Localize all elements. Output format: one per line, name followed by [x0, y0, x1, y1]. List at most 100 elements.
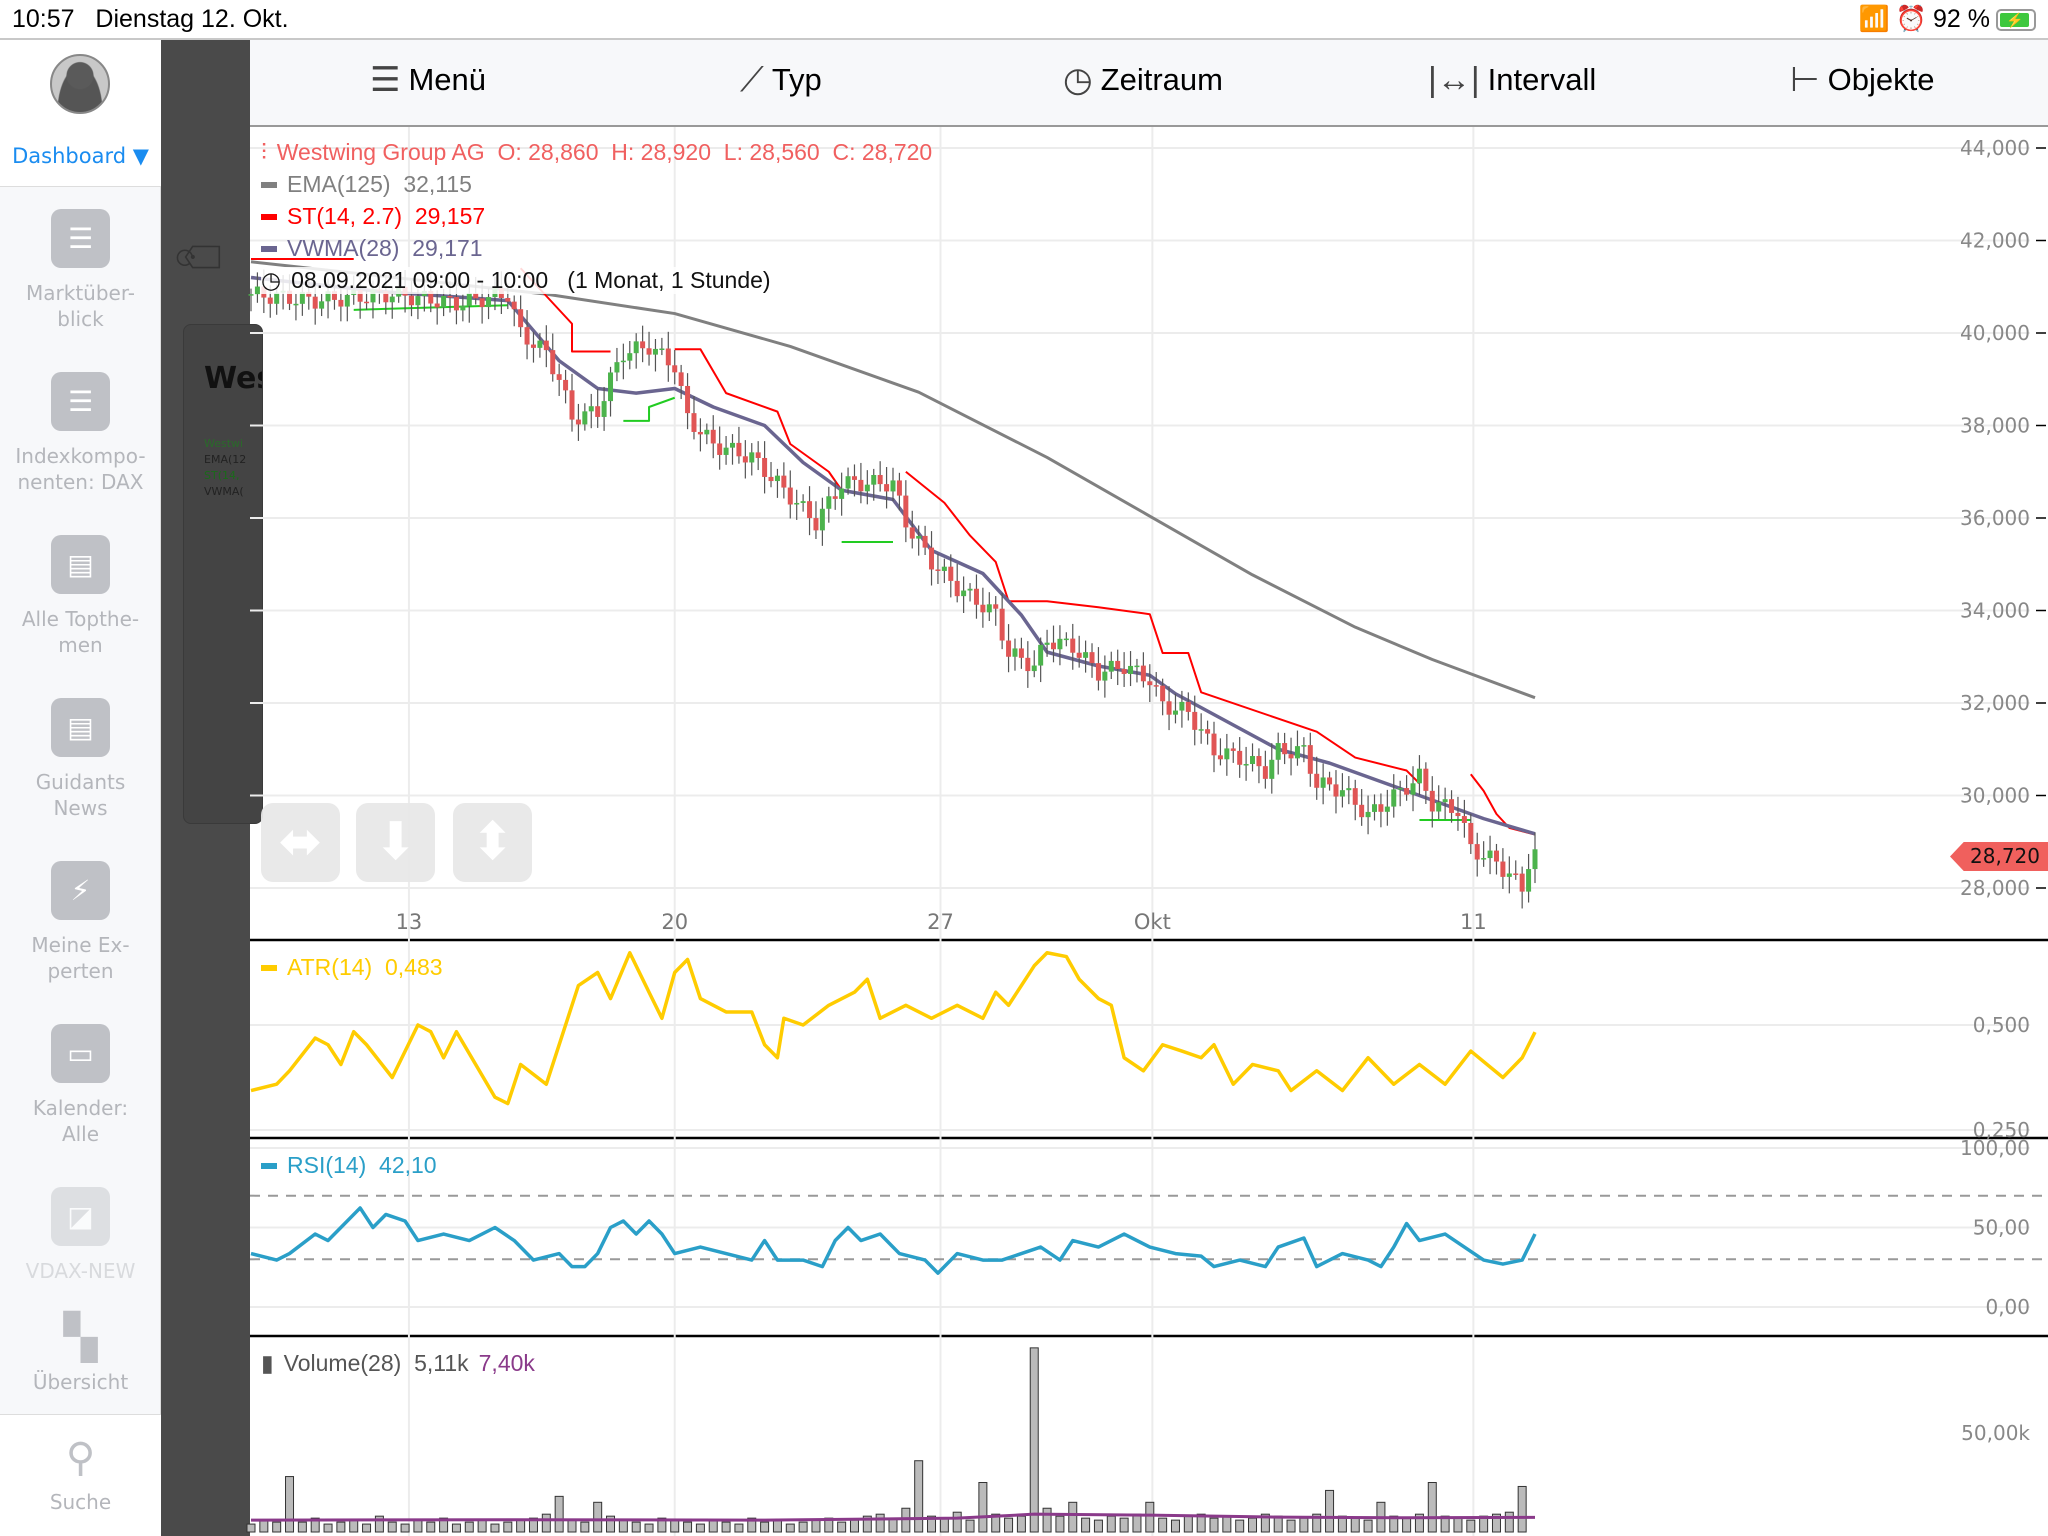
sidebar-item-topthemen[interactable]: ▤ Alle Topthe-men [0, 535, 161, 658]
candle [864, 484, 870, 492]
sidebar-item-vdax[interactable]: ◪ VDAX-NEW [0, 1187, 161, 1284]
battery-icon: ⚡ [1996, 8, 2036, 31]
candle [884, 484, 890, 492]
candle [697, 431, 703, 435]
search-icon: ⚲ [65, 1435, 96, 1481]
candle [1449, 799, 1455, 813]
interval-button[interactable]: |↔| Intervall [1428, 61, 1597, 99]
candle [409, 295, 414, 306]
candle [1506, 873, 1512, 877]
volume-bar [952, 1511, 962, 1533]
volume-bar [914, 1460, 924, 1533]
scale-vertical-button[interactable]: ⬍ [453, 803, 532, 882]
candle [1397, 788, 1403, 790]
candle [1025, 657, 1031, 672]
volume-bar [978, 1482, 988, 1533]
candle [1442, 799, 1448, 803]
volume-bar [721, 1521, 731, 1533]
objects-button[interactable]: ⊢ Objekte [1790, 61, 1935, 99]
candle [1134, 665, 1140, 668]
candle [1269, 759, 1275, 779]
sidebar-item-indexkomponenten[interactable]: ☰ Indexkompo-nenten: DAX [0, 372, 161, 495]
candle [800, 501, 806, 503]
candle [1327, 777, 1333, 785]
candle [1359, 804, 1365, 818]
sidebar-item-experten[interactable]: ⚡ Meine Ex-perten [0, 861, 161, 984]
period-button[interactable]: ◷ Zeitraum [1063, 61, 1223, 99]
price-tick-label: 38,000 [1960, 414, 2030, 438]
menu-button[interactable]: ☰ Menü [370, 61, 487, 99]
candle [588, 406, 594, 412]
dashboard-dropdown[interactable]: Dashboard ▼ [12, 144, 149, 168]
volume-bar [1132, 1513, 1142, 1533]
candle [274, 292, 280, 304]
sidebar-item-marktueberblick[interactable]: ☰ Marktüber-blick [0, 209, 161, 332]
volume-bar [657, 1517, 667, 1533]
status-bar: 10:57 Dienstag 12. Okt. 📶 ⏰ 92 % ⚡ [0, 0, 2048, 40]
candle [935, 569, 941, 571]
last-price-tag: 28,720 [1950, 842, 2048, 871]
candle [518, 309, 524, 328]
volume-bar [670, 1519, 680, 1533]
candle [614, 362, 620, 373]
sidebar-overview[interactable]: ▚ Übersicht [0, 1313, 161, 1395]
candle [909, 527, 915, 539]
candle [858, 479, 864, 492]
candle [383, 290, 389, 303]
volume-bar [927, 1515, 937, 1533]
candle [1294, 746, 1300, 759]
candle [511, 301, 517, 310]
volume-bar [875, 1513, 885, 1533]
volume-bar [1402, 1517, 1412, 1533]
sidebar-item-kalender[interactable]: ▭ Kalender: Alle [0, 1024, 161, 1147]
candle [819, 508, 825, 531]
candle [1282, 743, 1288, 755]
volume-bar [516, 1519, 526, 1533]
sidebar-item-guidants-news[interactable]: ▤ Guidants News [0, 698, 161, 821]
index-list-icon: ☰ [51, 372, 110, 431]
volume-bar [1299, 1517, 1309, 1533]
date-tick-label: 13 [396, 910, 423, 934]
pan-horizontal-button[interactable]: ⬌ [261, 803, 340, 882]
candle [1346, 788, 1352, 791]
volume-bar [849, 1519, 859, 1533]
volume-bar [618, 1519, 628, 1533]
candle [1160, 685, 1166, 702]
candle [1526, 869, 1532, 892]
volume-bar [760, 1521, 770, 1533]
candle [659, 348, 665, 351]
news-icon: ▤ [51, 698, 110, 757]
scroll-down-button[interactable]: ⬇ [356, 803, 435, 882]
volume-bar [1427, 1482, 1437, 1533]
candle [1006, 640, 1012, 657]
candle [1474, 844, 1480, 860]
supertrend-down-line [674, 348, 843, 491]
lightning-icon: ⚡ [51, 861, 110, 920]
type-button[interactable]: ⟋ Typ [740, 61, 822, 99]
atr-line [250, 951, 1537, 1106]
volume-bar [734, 1523, 744, 1533]
candle [1044, 642, 1050, 645]
candle [331, 291, 337, 300]
volume-bar [1260, 1513, 1270, 1533]
candle [826, 496, 832, 509]
price-tick-label: 44,000 [1960, 136, 2030, 160]
candle [993, 604, 999, 609]
volume-bar [490, 1523, 500, 1533]
candle [1493, 850, 1499, 862]
volume-bar [708, 1519, 718, 1533]
candle [1083, 652, 1089, 658]
rsi-tick-label: 100,00 [1960, 1136, 2030, 1160]
price-tick-label: 28,000 [1960, 876, 2030, 900]
candle [839, 488, 845, 499]
sidebar-search[interactable]: ⚲ Suche [0, 1433, 161, 1515]
candle [1057, 638, 1063, 650]
candle [325, 291, 331, 302]
candle [896, 480, 902, 496]
candle [441, 295, 447, 308]
avatar[interactable] [50, 54, 110, 114]
objects-tree-icon: ⊢ [1790, 61, 1820, 99]
volume-bar [1196, 1513, 1206, 1533]
candle [1487, 850, 1493, 859]
